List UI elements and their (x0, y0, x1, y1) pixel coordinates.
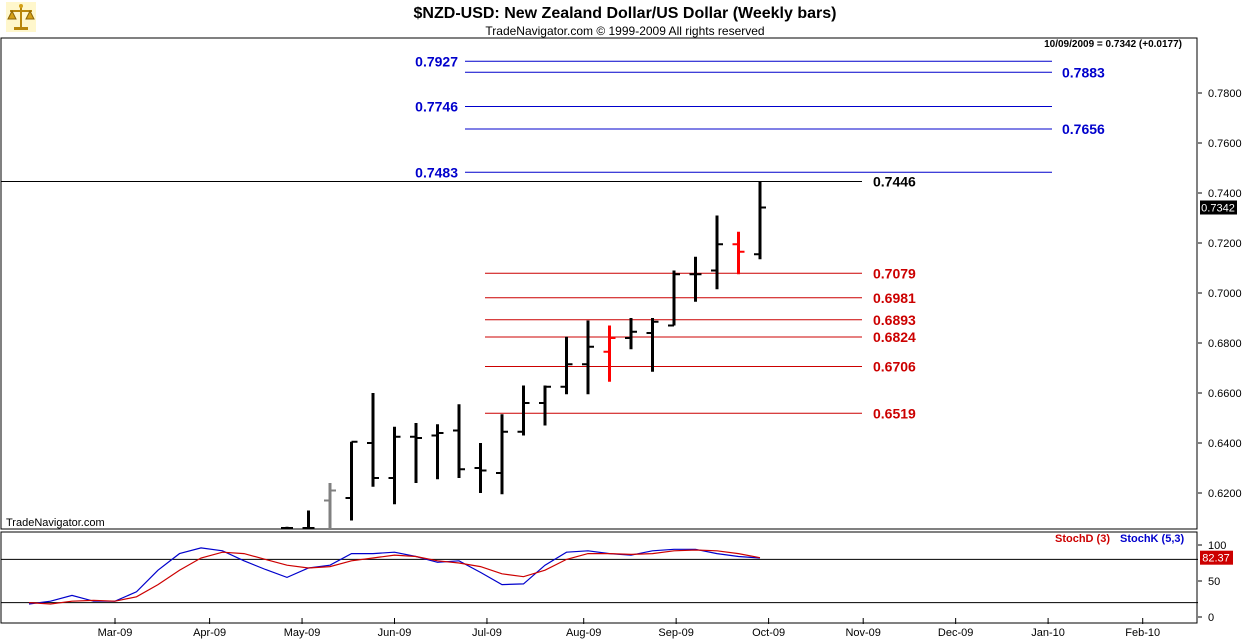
time-tick-label: Mar-09 (98, 627, 133, 639)
time-axis: Mar-09 Apr-09 May-09 Jun-09 Jul-09 Aug-09 Sep-… (98, 618, 1160, 639)
price-tick-label: 0.6600 (1208, 388, 1242, 400)
current-stoch-label: 82.37 (1202, 553, 1230, 565)
level-label-0.7746: 0.7746 (415, 99, 458, 115)
ohlc-bar (517, 385, 530, 436)
ohlc-bar (324, 483, 336, 528)
ohlc-bar (668, 270, 680, 327)
ohlc-bar (646, 318, 659, 372)
price-axis: 0.6200 0.6400 0.6600 0.6800 0.7000 0.7200 0.74… (1198, 88, 1242, 500)
price-bars (281, 181, 766, 529)
ohlc-bar (539, 385, 551, 426)
ohlc-bar (689, 256, 702, 302)
ohlc-bar (560, 336, 573, 395)
stochastic-legend: StochD (3) StochK (5,3) (1055, 533, 1185, 545)
price-tick-label: 0.7000 (1208, 288, 1242, 300)
legend-stochk: StochK (5,3) (1120, 533, 1185, 545)
ohlc-bar (453, 404, 465, 478)
stoch-panel-frame (0, 531, 1198, 624)
ohlc-bar (711, 215, 723, 290)
ohlc-bar (302, 510, 315, 529)
price-tick-label: 0.6800 (1208, 338, 1242, 350)
chart-title: $NZD-USD: New Zealand Dollar/US Dollar (… (414, 5, 837, 22)
current-stoch-tag (1200, 550, 1233, 565)
level-label-0.7927: 0.7927 (415, 53, 458, 69)
time-tick-label: Sep-09 (658, 627, 693, 639)
level-label-0.7883: 0.7883 (1062, 64, 1105, 80)
time-tick-label: Aug-09 (566, 627, 601, 639)
time-tick-label: Jan-10 (1031, 627, 1065, 639)
price-tick-label: 0.7400 (1208, 188, 1242, 200)
level-label-0.7483: 0.7483 (415, 164, 458, 180)
ohlc-bar (388, 426, 401, 505)
time-tick-label: Oct-09 (752, 627, 785, 639)
stoch-d-line (28, 549, 761, 605)
level-label-0.6981: 0.6981 (873, 290, 916, 306)
level-label-0.6824: 0.6824 (873, 329, 916, 345)
time-tick-label: Dec-09 (938, 627, 973, 639)
price-panel-frame (0, 37, 1198, 530)
ohlc-bar (281, 526, 293, 529)
ohlc-bar (345, 440, 358, 521)
ohlc-bar (603, 325, 616, 382)
level-label-0.6706: 0.6706 (873, 359, 916, 375)
current-price-tag (1200, 200, 1237, 215)
level-label-0.6893: 0.6893 (873, 312, 916, 328)
ohlc-bar (431, 424, 444, 480)
time-tick-label: May-09 (284, 627, 321, 639)
chart-subtitle: TradeNavigator.com © 1999-2009 All right… (485, 24, 764, 38)
price-levels: 0.7927 0.7883 0.7746 0.7656 0.7483 0.7446 0.70… (1, 53, 1105, 421)
stochastic-panel (1, 547, 1198, 605)
scales-logo (6, 2, 36, 32)
level-label-0.7446: 0.7446 (873, 174, 916, 190)
level-label-0.6519: 0.6519 (873, 405, 916, 421)
stoch-tick-label: 100 (1208, 540, 1226, 552)
time-tick-label: Jul-09 (472, 627, 502, 639)
stoch-tick-label: 50 (1208, 576, 1220, 588)
price-tick-label: 0.7800 (1208, 88, 1242, 100)
ohlc-bar (754, 181, 766, 260)
price-tick-label: 0.7600 (1208, 138, 1242, 150)
level-label-0.7079: 0.7079 (873, 265, 916, 281)
level-label-0.7656: 0.7656 (1062, 121, 1105, 137)
price-tick-label: 0.6400 (1208, 438, 1242, 450)
time-tick-label: Nov-09 (845, 627, 880, 639)
ohlc-bar (410, 423, 422, 483)
watermark-text: TradeNavigator.com (6, 517, 105, 529)
time-tick-label: Apr-09 (193, 627, 226, 639)
ohlc-bar (625, 318, 637, 350)
ohlc-bar (496, 414, 508, 495)
current-price-label: 0.7342 (1201, 203, 1235, 215)
price-tick-label: 0.6200 (1208, 488, 1242, 500)
time-tick-label: Feb-10 (1125, 627, 1160, 639)
legend-stochd: StochD (3) (1055, 533, 1110, 545)
last-quote: 10/09/2009 = 0.7342 (+0.0177) (1044, 39, 1182, 50)
ohlc-bar (367, 393, 379, 487)
ohlc-bar (582, 320, 594, 395)
price-tick-label: 0.7200 (1208, 238, 1242, 250)
ohlc-bar (474, 443, 487, 493)
stoch-tick-label: 0 (1208, 612, 1214, 624)
time-tick-label: Jun-09 (378, 627, 412, 639)
ohlc-bar (732, 231, 745, 275)
